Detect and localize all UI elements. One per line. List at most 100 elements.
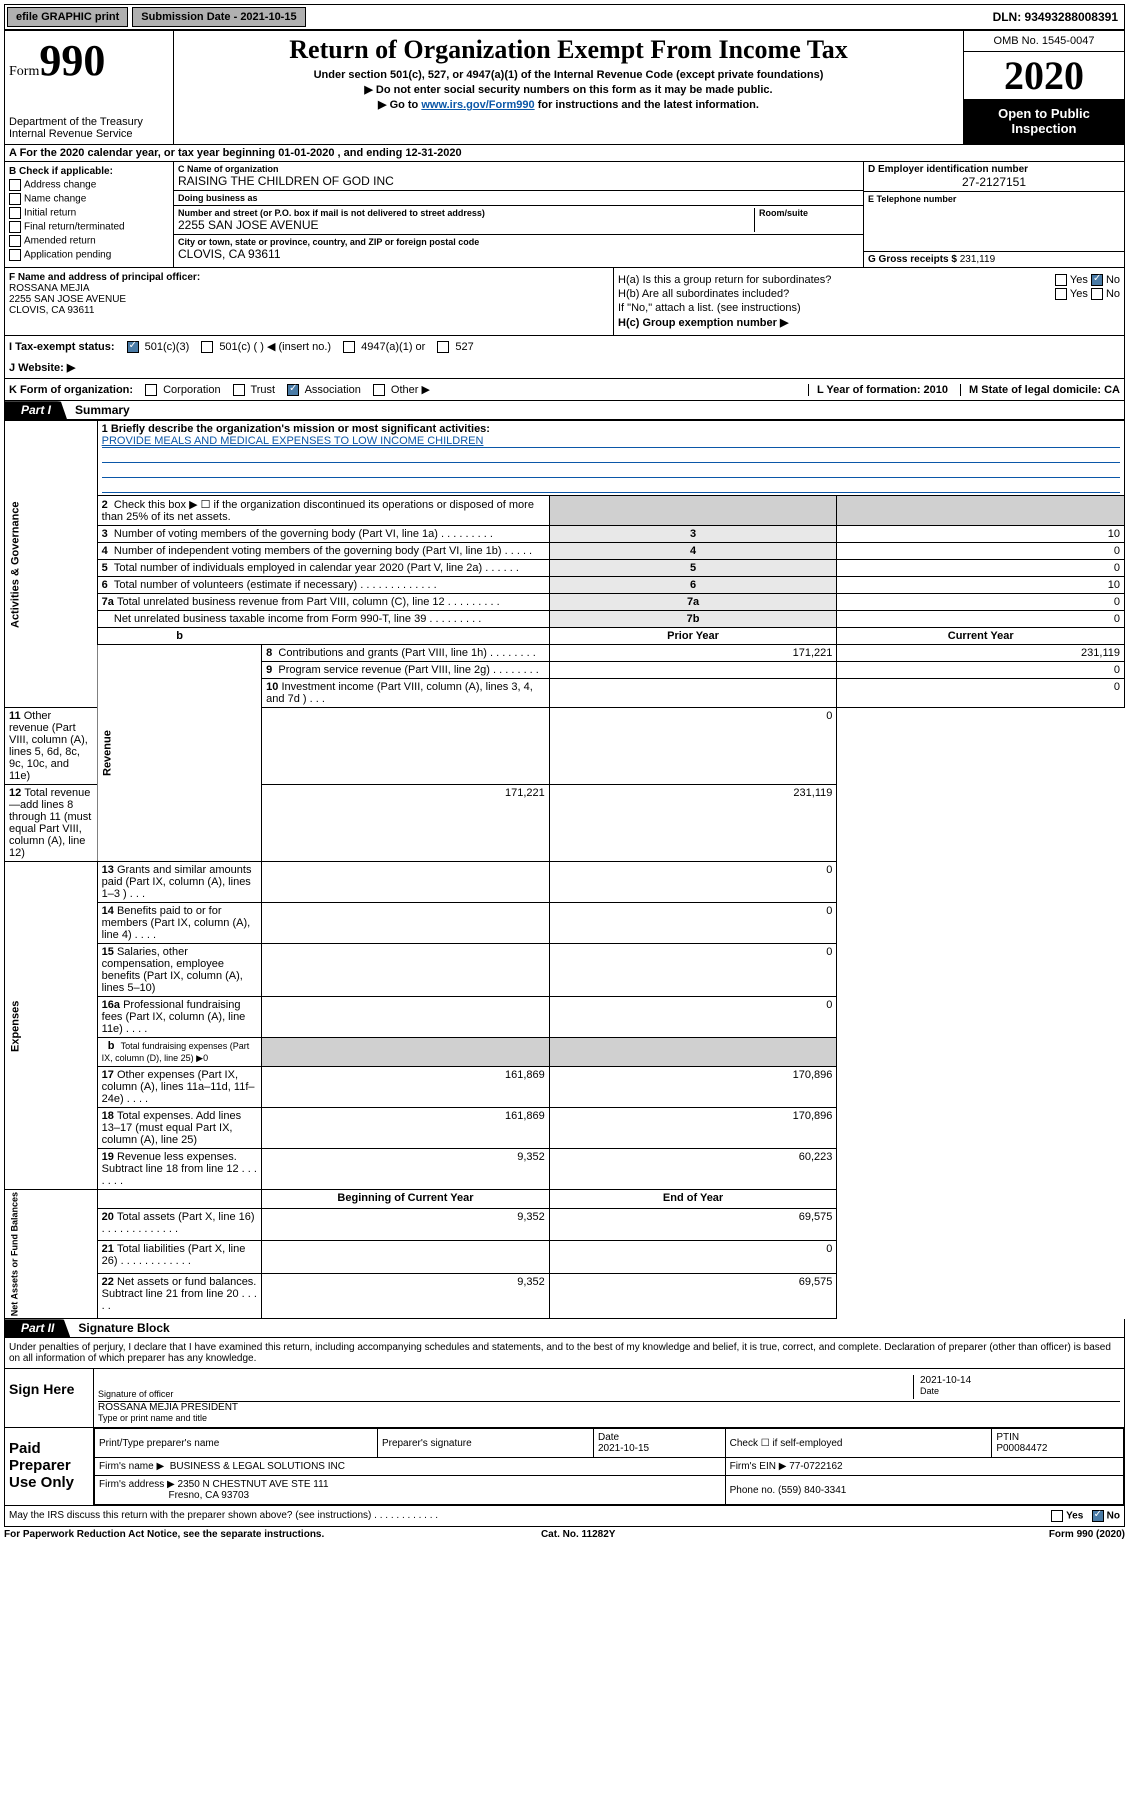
prep-sig-hdr: Preparer's signature (377, 1429, 593, 1458)
ha-yes-chk[interactable] (1055, 274, 1067, 286)
sub3-pre: ▶ Go to (378, 99, 421, 111)
dept-treasury: Department of the Treasury (9, 116, 169, 128)
gross-label: G Gross receipts $ (868, 254, 957, 265)
chk-corp[interactable]: Corporation (145, 384, 221, 396)
py-val (549, 679, 837, 708)
line-text: 3 Number of voting members of the govern… (97, 526, 549, 543)
col-de: D Employer identification number 27-2127… (863, 162, 1124, 267)
sig-name-label: Type or print name and title (98, 1413, 1120, 1423)
paid-preparer-row: Paid Preparer Use Only Print/Type prepar… (5, 1428, 1124, 1505)
line-key: 7b (549, 611, 837, 628)
city-label: City or town, state or province, country… (178, 237, 859, 247)
gov-row-6: 6 Total number of volunteers (estimate i… (5, 577, 1125, 594)
ein-label: D Employer identification number (868, 164, 1120, 175)
submission-date-button[interactable]: Submission Date - 2021-10-15 (132, 7, 305, 27)
exp-row: Expenses13 Grants and similar amounts pa… (5, 862, 1125, 903)
line-text: 5 Total number of individuals employed i… (97, 560, 549, 577)
chk-527[interactable]: 527 (437, 341, 473, 353)
chk-name-change[interactable]: Name change (9, 193, 169, 205)
chk-final-return[interactable]: Final return/terminated (9, 221, 169, 233)
sig-date-label: Date (920, 1386, 1120, 1396)
signature-block: Under penalties of perjury, I declare th… (4, 1338, 1125, 1527)
instructions-link[interactable]: www.irs.gov/Form990 (421, 99, 534, 111)
chk-trust[interactable]: Trust (233, 384, 276, 396)
net-hdr: Net Assets or Fund Balances Beginning of… (5, 1190, 1125, 1209)
yes-label: Yes (1070, 288, 1088, 300)
line-key (549, 496, 837, 526)
discuss-text: May the IRS discuss this return with the… (9, 1510, 438, 1522)
501c-label: 501(c) ( ) ◀ (insert no.) (219, 341, 331, 353)
vtab-governance: Activities & Governance (5, 421, 98, 708)
yes-label: Yes (1070, 274, 1088, 286)
chk-label: Final return/terminated (24, 222, 125, 233)
cy-val: 0 (549, 944, 837, 997)
line-text: 2 Check this box ▶ ☐ if the organization… (97, 496, 549, 526)
room-label: Room/suite (759, 208, 859, 218)
efile-button[interactable]: efile GRAPHIC print (7, 7, 128, 27)
top-bar: efile GRAPHIC print Submission Date - 20… (4, 4, 1125, 30)
cy-val: 0 (837, 679, 1125, 708)
row-j-website: J Website: ▶ (4, 357, 1125, 379)
ruled-line (102, 463, 1120, 478)
exp-row-16b: b Total fundraising expenses (Part IX, c… (5, 1038, 1125, 1067)
chk-pending[interactable]: Application pending (9, 249, 169, 261)
omb-number: OMB No. 1545-0047 (964, 31, 1124, 52)
hb-yes-chk[interactable] (1055, 288, 1067, 300)
net-row: 21 Total liabilities (Part X, line 26) .… (5, 1241, 1125, 1273)
phone-label: E Telephone number (868, 194, 1120, 204)
part2-title: Signature Block (70, 1319, 177, 1337)
line-text: 11 Other revenue (Part VIII, column (A),… (5, 708, 98, 785)
row-i-status: I Tax-exempt status: 501(c)(3) 501(c) ( … (4, 336, 1125, 357)
chk-501c[interactable]: 501(c) ( ) ◀ (insert no.) (201, 340, 331, 353)
discuss-yn: Yes No (1051, 1510, 1120, 1522)
line-text: Net unrelated business taxable income fr… (97, 611, 549, 628)
chk-initial-return[interactable]: Initial return (9, 207, 169, 219)
prep-self-emp: Check ☐ if self-employed (725, 1429, 992, 1458)
row-fh: F Name and address of principal officer:… (4, 268, 1125, 336)
dba-label: Doing business as (178, 193, 859, 203)
py-val (262, 997, 550, 1038)
assoc-label: Association (305, 384, 361, 396)
ruled-line (102, 478, 1120, 493)
cy-val: 69,575 (549, 1273, 837, 1319)
exp-row: 17 Other expenses (Part IX, column (A), … (5, 1067, 1125, 1108)
col-b-checkboxes: B Check if applicable: Address change Na… (5, 162, 174, 267)
sig-officer-label: Signature of officer (98, 1389, 913, 1399)
no-label: No (1107, 1511, 1120, 1522)
line-key: 3 (549, 526, 837, 543)
py-val (262, 1038, 550, 1067)
part1-header: Part I Summary (4, 401, 1125, 420)
chk-label: Address change (24, 180, 96, 191)
line-key: 6 (549, 577, 837, 594)
l-year-formation: L Year of formation: 2010 (808, 384, 948, 396)
addr-label: Number and street (or P.O. box if mail i… (178, 208, 754, 218)
hb-note: If "No," attach a list. (see instruction… (618, 302, 1120, 314)
mission-cell: 1 Briefly describe the organization's mi… (97, 421, 1124, 496)
sign-here-label: Sign Here (5, 1369, 94, 1427)
row-k-org-form: K Form of organization: Corporation Trus… (4, 379, 1125, 401)
py-val: 9,352 (262, 1209, 550, 1241)
line-text: 13 Grants and similar amounts paid (Part… (97, 862, 262, 903)
chk-4947[interactable]: 4947(a)(1) or (343, 341, 425, 353)
chk-501c3[interactable]: 501(c)(3) (127, 341, 190, 353)
i-label: I Tax-exempt status: (9, 341, 115, 353)
line-text: 17 Other expenses (Part IX, column (A), … (97, 1067, 262, 1108)
discuss-yes-chk[interactable] (1051, 1510, 1063, 1522)
prep-ptin: PTINP00084472 (992, 1429, 1124, 1458)
exp-row: 15 Salaries, other compensation, employe… (5, 944, 1125, 997)
ha-no-chk[interactable] (1091, 274, 1103, 286)
line-key: 5 (549, 560, 837, 577)
chk-other[interactable]: Other ▶ (373, 383, 430, 396)
cy-val: 0 (549, 903, 837, 944)
net-row: 22 Net assets or fund balances. Subtract… (5, 1273, 1125, 1319)
hb-no-chk[interactable] (1091, 288, 1103, 300)
part1-tab: Part I (5, 401, 67, 419)
chk-address-change[interactable]: Address change (9, 179, 169, 191)
cell-org-name: C Name of organization RAISING THE CHILD… (174, 162, 863, 191)
chk-assoc[interactable]: Association (287, 384, 361, 396)
footer-right: Form 990 (2020) (1049, 1529, 1125, 1540)
chk-amended[interactable]: Amended return (9, 235, 169, 247)
exp-row: 16a Professional fundraising fees (Part … (5, 997, 1125, 1038)
chk-label: Initial return (24, 208, 76, 219)
discuss-no-chk[interactable] (1092, 1510, 1104, 1522)
